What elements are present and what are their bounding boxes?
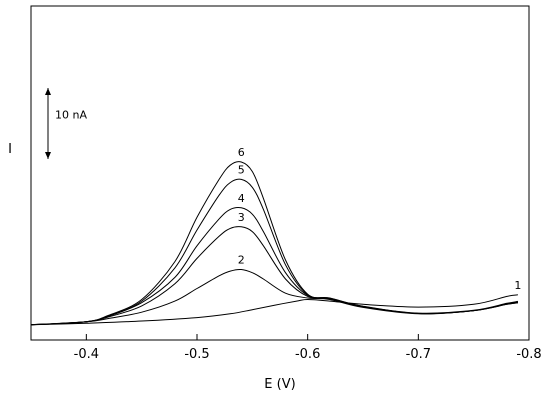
scale-bar-arrow-up: [45, 88, 51, 95]
y-axis-label: I: [8, 142, 12, 157]
x-tick-label-3: -0.7: [406, 347, 431, 362]
x-tick-label-2: -0.6: [295, 347, 320, 362]
current-scale-bar: 10 nA: [45, 88, 87, 160]
series-line-4: [30, 207, 518, 326]
x-axis-ticks: -0.4 -0.5 -0.6 -0.7 -0.8: [74, 334, 542, 362]
series-label-2: 2: [238, 254, 245, 267]
series-label-3: 3: [238, 211, 245, 224]
scale-bar-arrow-down: [45, 152, 51, 160]
series-line-1: [30, 294, 518, 326]
series-labels: 1 2 3 4 5 6: [238, 146, 522, 292]
x-axis-label: E (V): [264, 377, 295, 392]
x-tick-label-1: -0.5: [184, 347, 209, 362]
x-tick-label-4: -0.8: [516, 347, 541, 362]
series-layer: [30, 161, 519, 326]
series-label-5: 5: [238, 163, 245, 176]
scale-bar-label: 10 nA: [55, 109, 87, 122]
series-label-1: 1: [514, 279, 521, 292]
plot-frame: [30, 5, 530, 341]
x-tick-label-0: -0.4: [74, 347, 99, 362]
series-line-2: [30, 268, 518, 326]
series-line-6: [30, 161, 519, 326]
series-label-6: 6: [238, 146, 245, 159]
series-line-3: [30, 226, 518, 326]
series-label-4: 4: [238, 192, 245, 205]
